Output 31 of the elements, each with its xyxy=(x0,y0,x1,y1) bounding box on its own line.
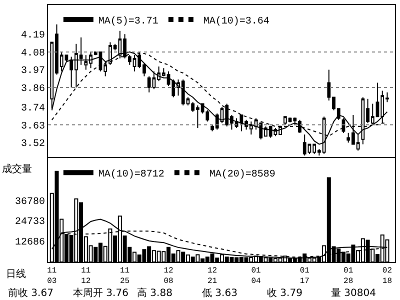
text: 收 3.79 xyxy=(267,288,302,299)
y-tick-label: 4.08 xyxy=(20,48,45,60)
x-tick-label: 01 28 xyxy=(344,266,354,286)
text: 本周开 3.76 xyxy=(73,287,128,299)
y-tick-label: 3.97 xyxy=(20,66,45,78)
y-tick-label: 4.19 xyxy=(20,30,45,42)
x-tick-label: 01 17 xyxy=(300,266,310,286)
text: 高 3.88 xyxy=(137,287,172,299)
x-tick-label: 12 08 xyxy=(164,266,174,286)
y-tick-label: 12686 xyxy=(14,237,45,248)
y-axis-title: 成交量 xyxy=(2,163,32,175)
y-tick-label: 3.74 xyxy=(20,103,45,114)
text: 日线 xyxy=(6,268,26,280)
legend-label: MA(5)=3.71 xyxy=(98,15,158,28)
text: 前收 3.67 xyxy=(8,287,54,299)
y-tick-label: 3.63 xyxy=(20,121,45,132)
y-tick-label: 3.86 xyxy=(20,84,45,96)
x-tick-label: 02 18 xyxy=(382,266,392,286)
text: 低 3.63 xyxy=(202,288,238,299)
y-tick-label: 3.52 xyxy=(20,139,45,150)
legend-label: MA(10)=8712 xyxy=(98,168,164,181)
legend-label: MA(10)=3.64 xyxy=(203,15,270,28)
y-tick-label: 36780 xyxy=(14,196,45,208)
x-tick-label: 11 25 xyxy=(120,266,130,286)
x-tick-label: 11 03 xyxy=(47,266,57,286)
legend-label: MA(20)=8589 xyxy=(209,168,276,181)
x-tick-label: 01 04 xyxy=(251,266,262,286)
y-tick-label: 24733 xyxy=(14,217,45,228)
x-tick-label: 11 12 xyxy=(81,266,91,286)
x-tick-label: 12 21 xyxy=(207,266,218,286)
text: 量 30804 xyxy=(331,288,376,299)
